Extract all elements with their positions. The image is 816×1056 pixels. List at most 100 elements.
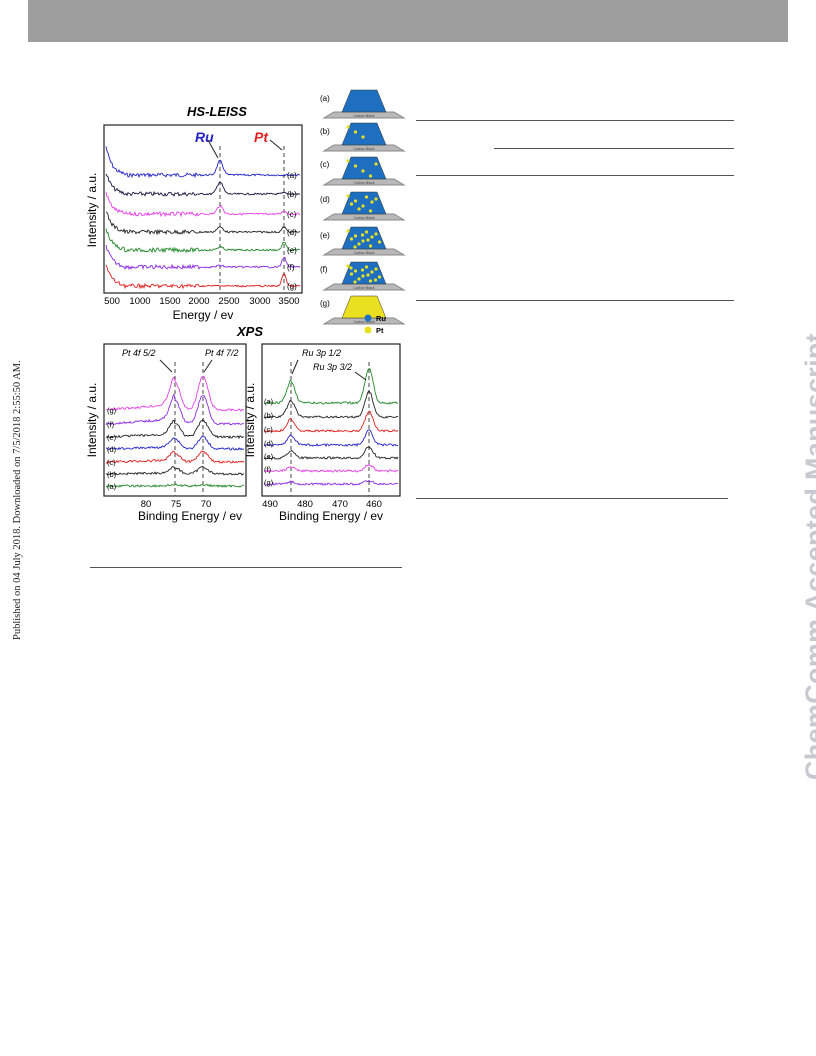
model-label-d: (d) — [320, 195, 330, 204]
ru-3p32-label: Ru 3p 3/2 — [313, 362, 352, 372]
pt-atom — [353, 280, 357, 284]
nanoparticle-model — [341, 156, 387, 180]
xps-left-ylabel: Intensity / a.u. — [85, 383, 99, 458]
xps-left-xlabel: Binding Energy / ev — [138, 509, 242, 523]
pt-atom — [368, 279, 373, 283]
leiss-traces — [105, 146, 301, 290]
carbon-black-substrate — [322, 178, 406, 186]
carbon-black-substrate — [322, 144, 406, 152]
spectrum-trace — [105, 146, 301, 179]
leiss-tick: 2000 — [188, 296, 209, 307]
xps-traces — [105, 368, 399, 488]
pt-atom — [374, 162, 378, 166]
pt-atom — [349, 266, 353, 270]
xps-left-ticks: 80 75 70 — [141, 499, 212, 510]
substrate-label: Carbon Black — [353, 320, 374, 324]
spectrum-trace — [105, 418, 244, 440]
pt-atom — [374, 232, 378, 236]
xps-right-label: (b) — [264, 411, 274, 420]
spectrum-trace — [263, 479, 399, 486]
spectrum-trace — [105, 228, 301, 254]
leiss-xlabel: Energy / ev — [173, 308, 234, 322]
spectrum-trace — [106, 450, 245, 464]
xps-right-tick: 470 — [332, 499, 348, 510]
pt-atom — [361, 239, 365, 243]
substrate-label: Carbon Black — [353, 114, 374, 118]
leiss-label-c: (c) — [287, 210, 297, 219]
leiss-label-d: (d) — [287, 228, 297, 237]
pt-atom — [366, 273, 370, 277]
table-rule-top — [416, 120, 734, 121]
model-label-b: (b) — [320, 127, 330, 136]
leiss-x-ticks: 500 1000 1500 2000 2500 3000 3500 — [104, 296, 300, 307]
pt-arrow-1 — [159, 359, 173, 373]
pt-atom — [377, 240, 382, 244]
spectrum-trace — [263, 390, 399, 419]
table-rule-bottom — [416, 300, 734, 301]
table-rule-sub — [494, 148, 734, 149]
xps-right-ticks: 490 480 470 460 — [262, 499, 382, 510]
substrate-label: Carbon Black — [353, 286, 374, 290]
pt-atom — [346, 229, 350, 233]
spectrum-trace — [105, 435, 245, 451]
xps-left-trace-labels: (g) (f) (e) (d) (c) (b) (a) — [107, 406, 117, 491]
model-label-a: (a) — [320, 94, 330, 103]
legend-ru-label: Ru — [376, 314, 386, 323]
legend-pt-label: Pt — [376, 326, 384, 335]
pt-atom — [346, 194, 350, 198]
spectrum-trace — [105, 173, 301, 197]
pt-arrow-2 — [203, 359, 213, 373]
xps-right-label: (f) — [264, 465, 272, 474]
spectrum-trace — [105, 393, 245, 426]
ru-arrow-2 — [354, 371, 367, 381]
substrate-label: Carbon Black — [353, 181, 374, 185]
pt-atom — [374, 197, 378, 201]
nanoparticle-model — [341, 191, 387, 215]
ru-arrow-1 — [291, 359, 299, 375]
leiss-label-a: (a) — [287, 171, 297, 180]
pt-atom — [349, 237, 354, 241]
leiss-label-e: (e) — [287, 246, 297, 255]
pt-atom — [366, 238, 370, 242]
spectrum-trace — [263, 429, 399, 448]
pt-atom — [353, 199, 358, 203]
pt-atom — [361, 274, 365, 278]
carbon-black-substrate — [322, 317, 406, 325]
leiss-label-b: (b) — [287, 190, 297, 199]
leiss-tick: 2500 — [218, 296, 239, 307]
legend-pt-dot — [364, 326, 372, 334]
xps-left-label: (d) — [107, 445, 117, 454]
leiss-ylabel: Intensity / a.u. — [85, 173, 99, 248]
model-label-e: (e) — [320, 231, 330, 240]
pt-atom — [360, 268, 365, 272]
legend-ru-dot — [364, 314, 372, 322]
nanoparticle-model — [341, 226, 387, 250]
xps-right-ylabel: Intensity / a.u. — [243, 383, 257, 458]
pt-atom — [357, 207, 361, 211]
pt-atom — [353, 245, 357, 249]
pt-atom — [364, 265, 369, 269]
pt-atom — [346, 125, 350, 129]
xps-left-label: (c) — [107, 458, 116, 467]
leiss-title: HS-LEISS — [187, 104, 247, 119]
pt-atom — [353, 130, 358, 134]
spectrum-trace — [263, 410, 399, 433]
xps-right-label: (g) — [264, 478, 274, 487]
pt-atom — [374, 267, 378, 271]
pt-atom — [346, 264, 350, 268]
xps-left-label: (a) — [107, 482, 117, 491]
xps-right-label: (c) — [264, 425, 273, 434]
table-rule-header — [416, 175, 734, 176]
pt-atom — [353, 269, 358, 273]
header-bar — [28, 0, 788, 42]
pt-atom — [349, 202, 354, 206]
pt-atom — [361, 169, 365, 173]
pt-atom — [361, 135, 365, 139]
pt-atom — [368, 209, 373, 213]
ru-arrow — [207, 139, 219, 159]
caption-rule — [90, 567, 402, 568]
pt-atom — [353, 234, 358, 238]
substrate-label: Carbon Black — [353, 251, 374, 255]
pt-atom — [368, 244, 373, 248]
pt-atom — [364, 230, 369, 234]
